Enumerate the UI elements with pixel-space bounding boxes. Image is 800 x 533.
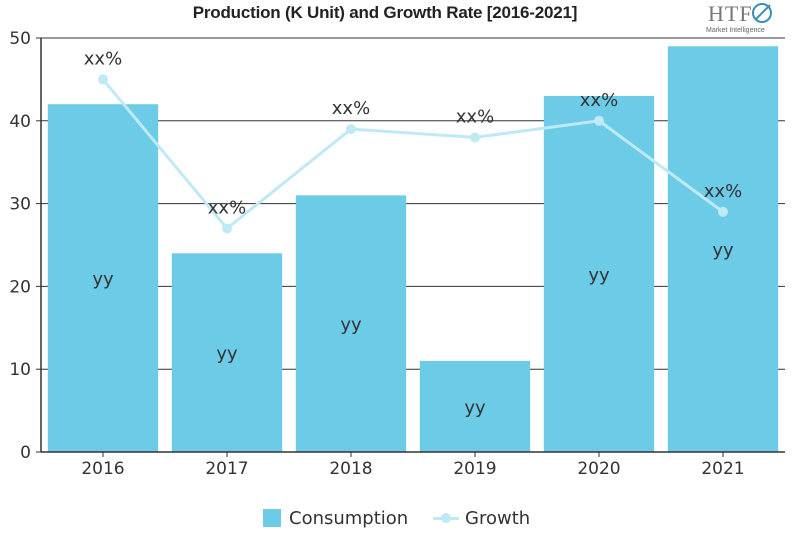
y-tick-label-30: 30 [9, 195, 31, 215]
growth-label-2018: xx% [332, 98, 370, 119]
bar-label-2017: yy [216, 344, 238, 365]
line-labels: xx% xx% xx% xx% xx% xx% [84, 48, 742, 218]
y-tick-label-0: 0 [20, 443, 31, 463]
bar-2018 [295, 195, 407, 452]
bar-label-2021: yy [712, 240, 734, 261]
growth-label-2021: xx% [704, 181, 742, 202]
legend-item-consumption: Consumption [263, 505, 408, 531]
line-series [98, 74, 728, 234]
logo-text: HTF [708, 1, 753, 26]
legend: Consumption Growth [0, 505, 800, 531]
legend-swatch-growth [433, 511, 459, 525]
y-axis-ticks: 0 10 20 30 40 50 [9, 29, 41, 463]
bar-labels: yy yy yy yy yy yy [92, 240, 734, 418]
legend-label-growth: Growth [465, 507, 531, 529]
x-tick-label-2019: 2019 [453, 459, 496, 479]
bar-2016 [47, 104, 159, 453]
growth-label-2020: xx% [580, 90, 618, 111]
growth-point-2017 [222, 223, 232, 234]
bar-label-2020: yy [588, 265, 610, 286]
y-tick-label-20: 20 [9, 277, 31, 297]
bar-2020 [543, 95, 655, 453]
growth-point-2021 [718, 206, 728, 217]
logo-emblem-icon [752, 3, 772, 23]
chart-title: Production (K Unit) and Growth Rate [201… [192, 3, 578, 22]
y-tick-label-40: 40 [9, 112, 31, 132]
y-tick-label-50: 50 [9, 29, 31, 49]
growth-point-2020 [594, 115, 604, 126]
axes [40, 38, 785, 453]
logo-tagline: Market Intelligence [706, 27, 765, 34]
x-tick-label-2018: 2018 [329, 459, 372, 479]
bar-2019 [419, 360, 531, 452]
grid-lines [41, 37, 785, 370]
bar-2021 [667, 46, 779, 452]
growth-point-2019 [470, 132, 480, 143]
bar-label-2016: yy [92, 269, 114, 290]
chart-area: yy yy yy yy yy yy xx% xx% xx% xx% xx% xx% 0 10 20 30 4… [9, 29, 785, 479]
growth-label-2019: xx% [456, 106, 494, 127]
brand-logo: HTF Market Intelligence [700, 0, 790, 40]
x-axis-ticks: 2016 2017 2018 2019 2020 2021 [81, 452, 745, 479]
growth-label-2016: xx% [84, 48, 122, 69]
x-tick-label-2021: 2021 [701, 459, 744, 479]
bar-2017 [171, 253, 283, 452]
bar-label-2018: yy [340, 315, 362, 336]
x-tick-label-2020: 2020 [577, 459, 620, 479]
legend-swatch-consumption [263, 509, 281, 527]
x-tick-label-2017: 2017 [205, 459, 248, 479]
bar-series [47, 46, 779, 453]
growth-point-2018 [346, 124, 356, 135]
y-tick-label-10: 10 [9, 360, 31, 380]
legend-label-consumption: Consumption [289, 507, 409, 529]
growth-point-2016 [98, 74, 108, 85]
bar-label-2019: yy [464, 397, 486, 418]
legend-item-growth: Growth [433, 505, 530, 531]
growth-label-2017: xx% [208, 197, 246, 218]
growth-line [101, 78, 724, 231]
x-tick-label-2016: 2016 [81, 459, 124, 479]
